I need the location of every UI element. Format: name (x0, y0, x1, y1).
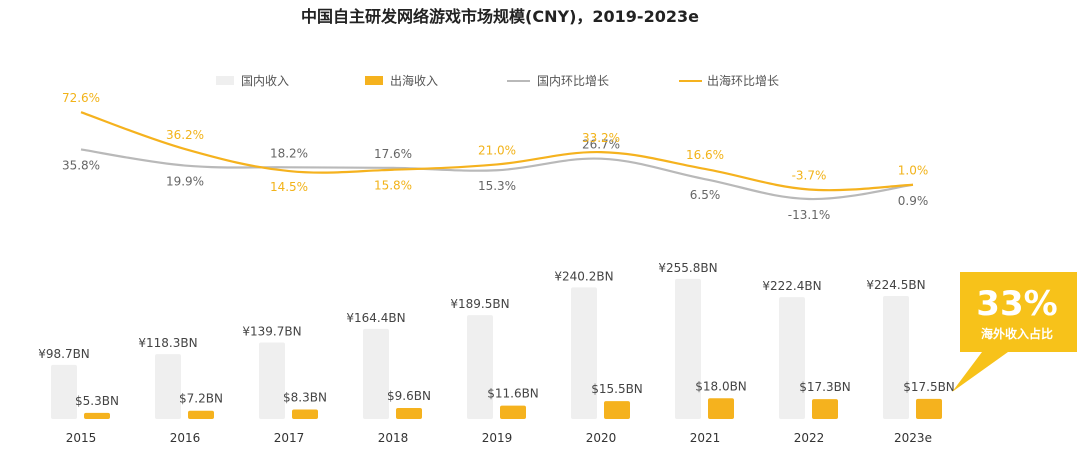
domestic-growth-label: 26.7% (582, 138, 620, 152)
bar-label-overseas: $5.3BN (75, 394, 119, 408)
bar-label-overseas: $15.5BN (591, 382, 643, 396)
bar-label-overseas: $17.3BN (799, 380, 851, 394)
x-tick-label: 2019 (482, 431, 513, 445)
x-tick-label: 2021 (690, 431, 721, 445)
overseas-growth-label: 72.6% (62, 91, 100, 105)
bar-domestic-revenue (51, 364, 77, 419)
line-overseas-growth (80, 111, 914, 192)
bar-domestic-revenue (779, 297, 805, 419)
bar-label-overseas: $18.0BN (695, 379, 747, 393)
x-tick-label: 2022 (794, 431, 825, 445)
bar-overseas-revenue (84, 412, 110, 419)
legend: 国内收入 出海收入 国内环比增长 出海环比增长 (216, 73, 779, 88)
bar-label-overseas: $17.5BN (903, 380, 955, 394)
x-tick-label: 2015 (66, 431, 97, 445)
chart-title: 中国自主研发网络游戏市场规模(CNY)，2019-2023e (301, 7, 699, 26)
bar-domestic-revenue (467, 315, 493, 419)
x-tick-label: 2020 (586, 431, 617, 445)
legend-swatch-domestic-revenue (216, 76, 234, 85)
bar-label-overseas: $11.6BN (487, 387, 539, 401)
legend-label-overseas-revenue: 出海收入 (390, 73, 438, 88)
bar-label-domestic: ¥118.3BN (138, 336, 197, 350)
callout-value: 33% (976, 284, 1057, 324)
bar-domestic-revenue (259, 342, 285, 419)
overseas-growth-label: 1.0% (898, 164, 929, 178)
bar-label-overseas: $9.6BN (387, 389, 431, 403)
bar-overseas-revenue (396, 407, 422, 419)
bar-domestic-revenue (883, 295, 909, 419)
bar-domestic-revenue (155, 354, 181, 419)
overseas-growth-label: 36.2% (166, 128, 204, 142)
bar-overseas-revenue (708, 398, 734, 419)
overseas-growth-label: -3.7% (792, 168, 827, 182)
legend-label-overseas-growth: 出海环比增长 (707, 73, 779, 88)
domestic-growth-label: 35.8% (62, 158, 100, 172)
bar-label-domestic: ¥224.5BN (866, 278, 925, 292)
x-tick-label: 2023e (894, 431, 932, 445)
bar-label-domestic: ¥189.5BN (450, 297, 509, 311)
domestic-growth-label: 19.9% (166, 175, 204, 189)
bar-overseas-revenue (500, 405, 526, 419)
domestic-growth-label: 6.5% (690, 188, 721, 202)
bar-domestic-revenue (675, 278, 701, 419)
bar-overseas-revenue (812, 399, 838, 419)
bar-label-domestic: ¥255.8BN (658, 261, 717, 275)
bar-label-overseas: $7.2BN (179, 392, 223, 406)
bar-overseas-revenue (916, 398, 942, 419)
bar-domestic-revenue (363, 328, 389, 419)
bar-label-domestic: ¥98.7BN (38, 347, 90, 361)
bar-label-domestic: ¥164.4BN (346, 311, 405, 325)
line-domestic-growth (80, 148, 914, 201)
domestic-growth-label: 15.3% (478, 179, 516, 193)
legend-label-domestic-growth: 国内环比增长 (537, 74, 609, 88)
bar-domestic-revenue (571, 287, 597, 419)
legend-swatch-overseas-revenue (365, 76, 383, 85)
callout-label: 海外收入占比 (981, 326, 1053, 341)
x-tick-label: 2016 (170, 431, 201, 445)
revenue-bars: ¥98.7BN $5.3BN 2015 ¥118.3BN $7.2BN 2016 ¥139.… (38, 261, 955, 445)
domestic-growth-label: 0.9% (898, 194, 929, 208)
domestic-growth-label: 17.6% (374, 147, 412, 161)
bar-label-domestic: ¥240.2BN (554, 269, 613, 283)
bar-overseas-revenue (292, 409, 318, 419)
overseas-growth-label: 33.2% (582, 131, 620, 145)
domestic-growth-label: 18.2% (270, 146, 308, 160)
growth-lines: 35.8% 19.9% 18.2% 17.6% 15.3% 26.7% 6.5% -13.1%… (62, 91, 928, 222)
x-tick-label: 2018 (378, 431, 409, 445)
domestic-growth-label: -13.1% (788, 208, 830, 222)
overseas-growth-label: 21.0% (478, 143, 516, 157)
callout-box (952, 272, 1077, 392)
overseas-growth-label: 15.8% (374, 179, 412, 193)
bar-overseas-revenue (604, 401, 630, 419)
bar-overseas-revenue (188, 410, 214, 419)
bar-label-domestic: ¥222.4BN (762, 279, 821, 293)
bar-label-domestic: ¥139.7BN (242, 324, 301, 338)
overseas-share-callout: 33% 海外收入占比 (952, 272, 1077, 392)
bar-label-overseas: $8.3BN (283, 390, 327, 404)
overseas-growth-label: 16.6% (686, 148, 724, 162)
legend-label-domestic-revenue: 国内收入 (241, 74, 289, 88)
x-tick-label: 2017 (274, 431, 305, 445)
overseas-growth-label: 14.5% (270, 180, 308, 194)
